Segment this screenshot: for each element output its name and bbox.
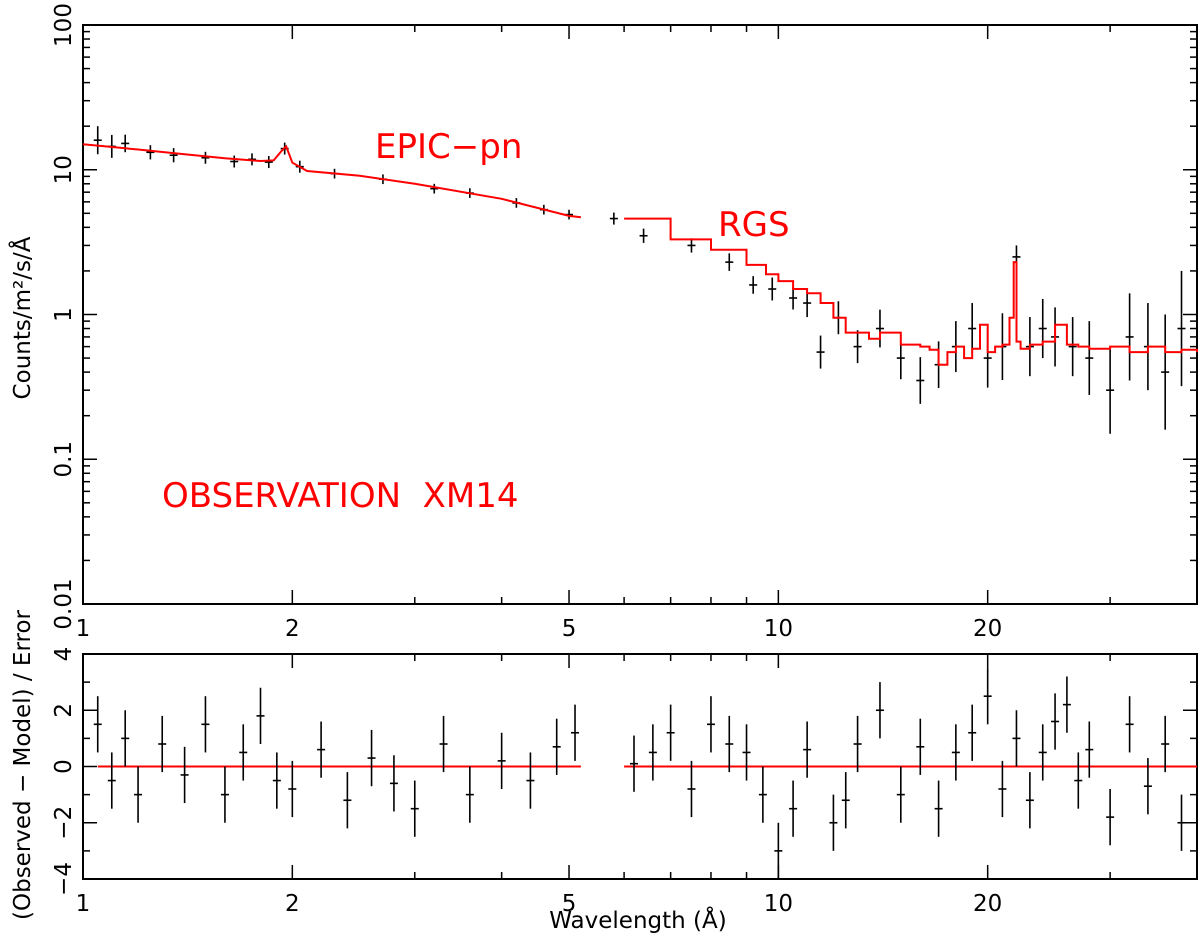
spectrum-y-tick-label: 0.1 xyxy=(51,441,77,478)
epic-pn-annotation: EPIC−pn xyxy=(375,127,522,167)
residual-panel: 1 2 5 10 20 −4 −2 0 2 4 xyxy=(51,647,1198,917)
spectrum-panel: 1 2 5 10 20 0.01 0.1 1 10 100 xyxy=(51,3,1198,642)
spectrum-frame xyxy=(82,24,1198,605)
spectrum-y-tick-label: 10 xyxy=(51,155,77,184)
residual-x-tick-label: 1 xyxy=(76,891,91,917)
observation-annotation: OBSERVATION XM14 xyxy=(162,476,519,516)
spectrum-x-tick-label: 1 xyxy=(76,616,91,642)
rgs-annotation: RGS xyxy=(718,205,790,245)
residual-y-tick-label: −2 xyxy=(51,806,77,840)
model-series-line xyxy=(82,143,582,219)
x-axis-label-wavelength: Wavelength (Å) xyxy=(549,906,726,934)
spectrum-y-tick-label: 0.01 xyxy=(51,578,77,629)
y-axis-label-residuals: (Observed − Model) / Error xyxy=(10,609,36,920)
spectrum-x-tick-label: 20 xyxy=(973,616,1002,642)
residual-y-tick-label: −4 xyxy=(51,862,77,896)
y-axis-label-counts: Counts/m²/s/Å xyxy=(8,236,36,399)
spectrum-y-tick-label: 1 xyxy=(51,307,77,322)
model-series-line xyxy=(624,217,1198,366)
residual-y-tick-label: 4 xyxy=(51,647,77,662)
residual-x-tick-label: 2 xyxy=(285,891,300,917)
spectrum-y-tick-label: 100 xyxy=(51,3,77,47)
residual-x-tick-label: 20 xyxy=(973,891,1002,917)
residual-x-tick-label: 5 xyxy=(562,891,577,917)
residual-y-tick-label: 0 xyxy=(51,759,77,774)
residual-y-tick-label: 2 xyxy=(51,703,77,718)
spectrum-x-tick-label: 2 xyxy=(285,616,300,642)
spectrum-x-tick-label: 5 xyxy=(562,616,577,642)
residual-x-tick-label: 10 xyxy=(764,891,793,917)
spectrum-x-tick-label: 10 xyxy=(764,616,793,642)
